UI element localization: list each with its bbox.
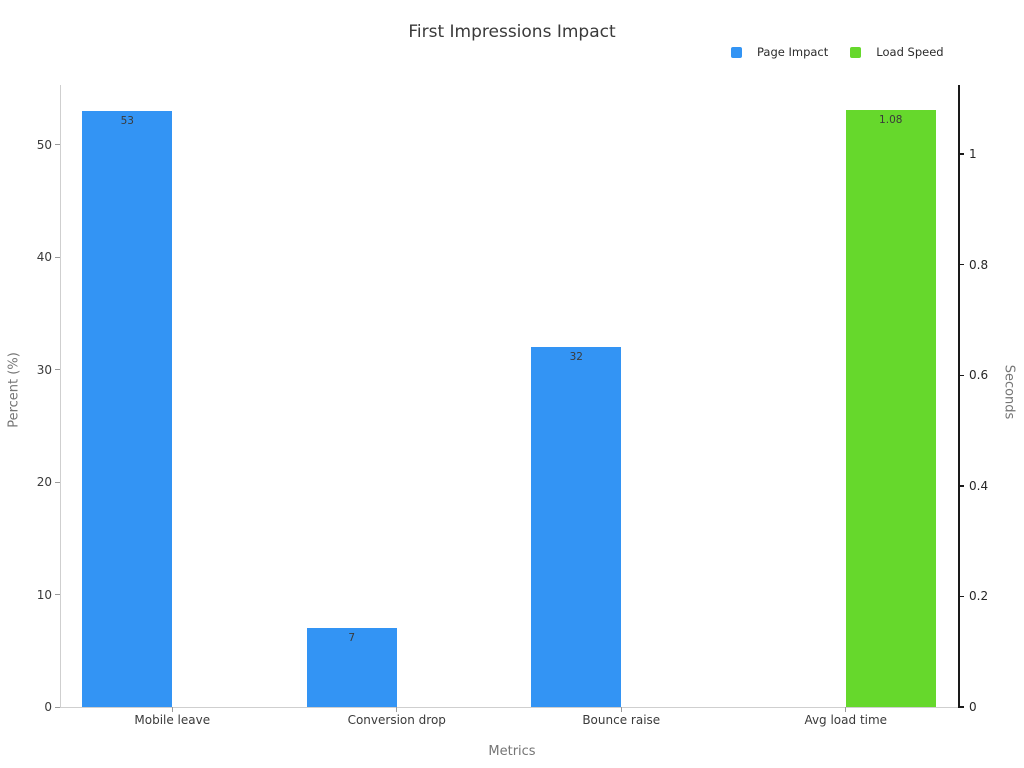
y-axis-right-label: Seconds [1001, 364, 1017, 420]
x-axis-tick-label-mobile-leave: Mobile leave [134, 713, 211, 727]
legend-swatch-page-impact [731, 46, 742, 58]
y-axis-right-tick-label: 0.6 [969, 368, 989, 383]
bar-value-label-conversion-drop: 7 [348, 632, 356, 645]
y-axis-left-tick-label: 10 [36, 587, 52, 602]
y-axis-right-tick [958, 263, 964, 266]
legend-item-page-impact: Page Impact [731, 45, 828, 59]
y-axis-left-tick [55, 144, 60, 146]
bar-value-label-mobile-leave: 53 [120, 114, 134, 127]
x-axis-tick [396, 707, 398, 712]
y-axis-right-tick-label: 0.4 [969, 478, 989, 493]
y-axis-right-tick [958, 374, 964, 377]
x-axis-tick [171, 707, 173, 712]
y-axis-right-spine [958, 85, 960, 708]
bar-value-label-bounce-raise: 32 [569, 351, 583, 364]
bar-page-impact-mobile-leave [82, 110, 173, 707]
y-axis-left-tick-label: 20 [36, 475, 52, 490]
y-axis-left-tick [55, 256, 60, 258]
y-axis-right-tick [958, 485, 964, 487]
legend-swatch-load-speed [850, 46, 862, 58]
bar-value-label-avg-load-time: 1.08 [879, 113, 903, 126]
y-axis-right-tick [958, 153, 964, 155]
x-axis-spine [60, 707, 959, 708]
chart-title: First Impressions Impact [408, 22, 616, 42]
y-axis-right-tick-label: 1 [969, 147, 977, 162]
legend-item-load-speed: Load Speed [850, 45, 944, 59]
y-axis-left-tick [55, 481, 60, 483]
bar-page-impact-conversion-drop [306, 628, 397, 707]
y-axis-right-tick [958, 706, 964, 708]
y-axis-left-label: Percent (%) [6, 352, 22, 428]
y-axis-left-tick-label: 50 [36, 137, 52, 152]
y-axis-right-tick-label: 0 [969, 700, 977, 714]
bar-load-speed-avg-load-time [845, 109, 936, 707]
y-axis-left-tick-label: 30 [36, 362, 52, 377]
y-axis-right-tick-label: 0.8 [969, 257, 989, 272]
y-axis-left-spine [60, 85, 61, 707]
x-axis-tick-label-bounce-raise: Bounce raise [582, 713, 661, 727]
y-axis-left-tick-label: 40 [36, 250, 52, 265]
legend-label: Page Impact [757, 45, 829, 59]
y-axis-left-tick [55, 369, 60, 371]
legend-label: Load Speed [876, 45, 944, 59]
x-axis-label: Metrics [488, 744, 536, 759]
y-axis-left-tick-label: 0 [44, 700, 52, 714]
x-axis-tick [845, 707, 847, 712]
y-axis-right-tick-label: 0.2 [969, 589, 989, 604]
bar-page-impact-bounce-raise [531, 347, 622, 707]
x-axis-tick [620, 707, 622, 712]
x-axis-tick-label-avg-load-time: Avg load time [804, 713, 888, 727]
y-axis-left-tick [55, 594, 60, 596]
y-axis-right-tick [958, 595, 964, 598]
y-axis-left-tick [55, 706, 60, 708]
legend: Page Impact Load Speed [731, 45, 944, 59]
x-axis-tick-label-conversion-drop: Conversion drop [347, 713, 446, 727]
